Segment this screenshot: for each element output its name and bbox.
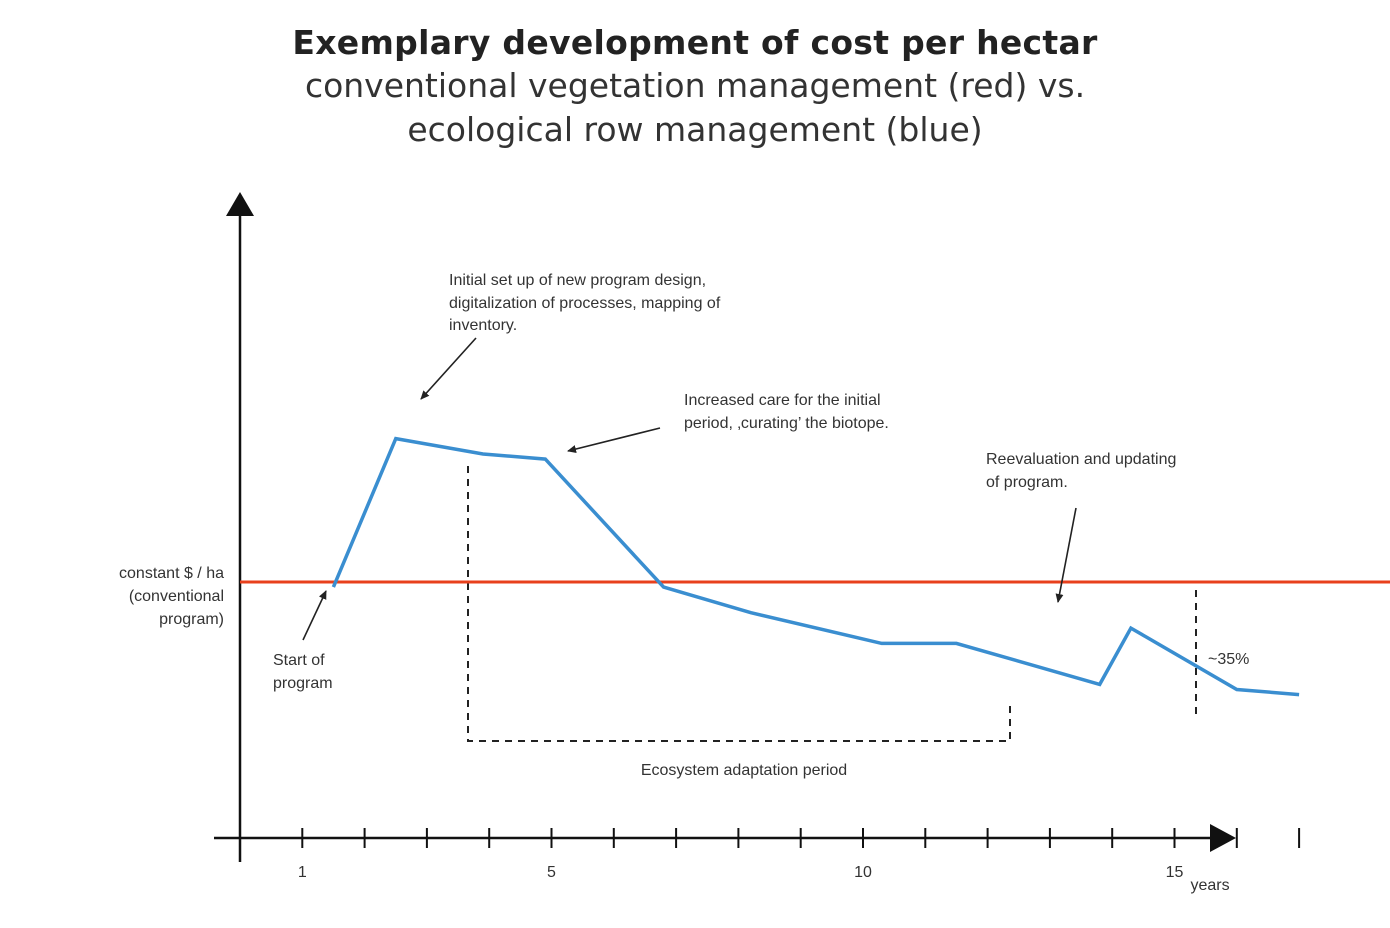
care-annotation-line-2: period, ‚curating’ the biotope. (684, 415, 889, 432)
x-axis-ticks: 1 5 10 15 (298, 828, 1301, 881)
y-label-line-2: (conventional (129, 588, 224, 605)
chart-subtitle-line-1: conventional vegetation management (red)… (304, 66, 1086, 105)
y-axis-arrowhead (226, 192, 254, 216)
reevaluation-annotation-line-1: Reevaluation and updating (986, 451, 1176, 468)
start-arrow (302, 590, 327, 641)
start-annotation-line-2: program (273, 675, 333, 692)
reevaluation-arrow (1055, 507, 1077, 603)
x-tick-label-5: 5 (547, 864, 556, 881)
reevaluation-annotation-line-2: of program. (986, 474, 1068, 491)
y-label-line-3: program) (159, 611, 224, 628)
series-line-ecological (331, 436, 1300, 697)
x-tick-label-1: 1 (298, 864, 307, 881)
reduction-label: ~35% (1208, 651, 1249, 668)
care-arrow (567, 427, 661, 453)
setup-annotation-line-1: Initial set up of new program design, (449, 272, 706, 289)
start-annotation-line-1: Start of (273, 652, 325, 669)
care-annotation-line-1: Increased care for the initial (684, 392, 881, 409)
x-axis-label: years (1190, 877, 1229, 894)
x-axis-arrowhead (1210, 824, 1236, 852)
y-label-line-1: constant $ / ha (119, 565, 224, 582)
setup-annotation-line-3: inventory. (449, 317, 517, 334)
x-tick-label-15: 15 (1166, 864, 1184, 881)
chart-title-block: Exemplary development of cost per hectar… (0, 22, 1390, 152)
ecosystem-period-label: Ecosystem adaptation period (641, 762, 847, 779)
ecosystem-period-bracket (467, 466, 1011, 742)
x-tick-label-10: 10 (854, 864, 872, 881)
setup-arrow (420, 337, 477, 400)
chart-subtitle-line-2: ecological row management (blue) (407, 110, 983, 149)
chart-title: Exemplary development of cost per hectar (292, 23, 1098, 62)
setup-annotation-line-2: digitalization of processes, mapping of (449, 295, 721, 312)
